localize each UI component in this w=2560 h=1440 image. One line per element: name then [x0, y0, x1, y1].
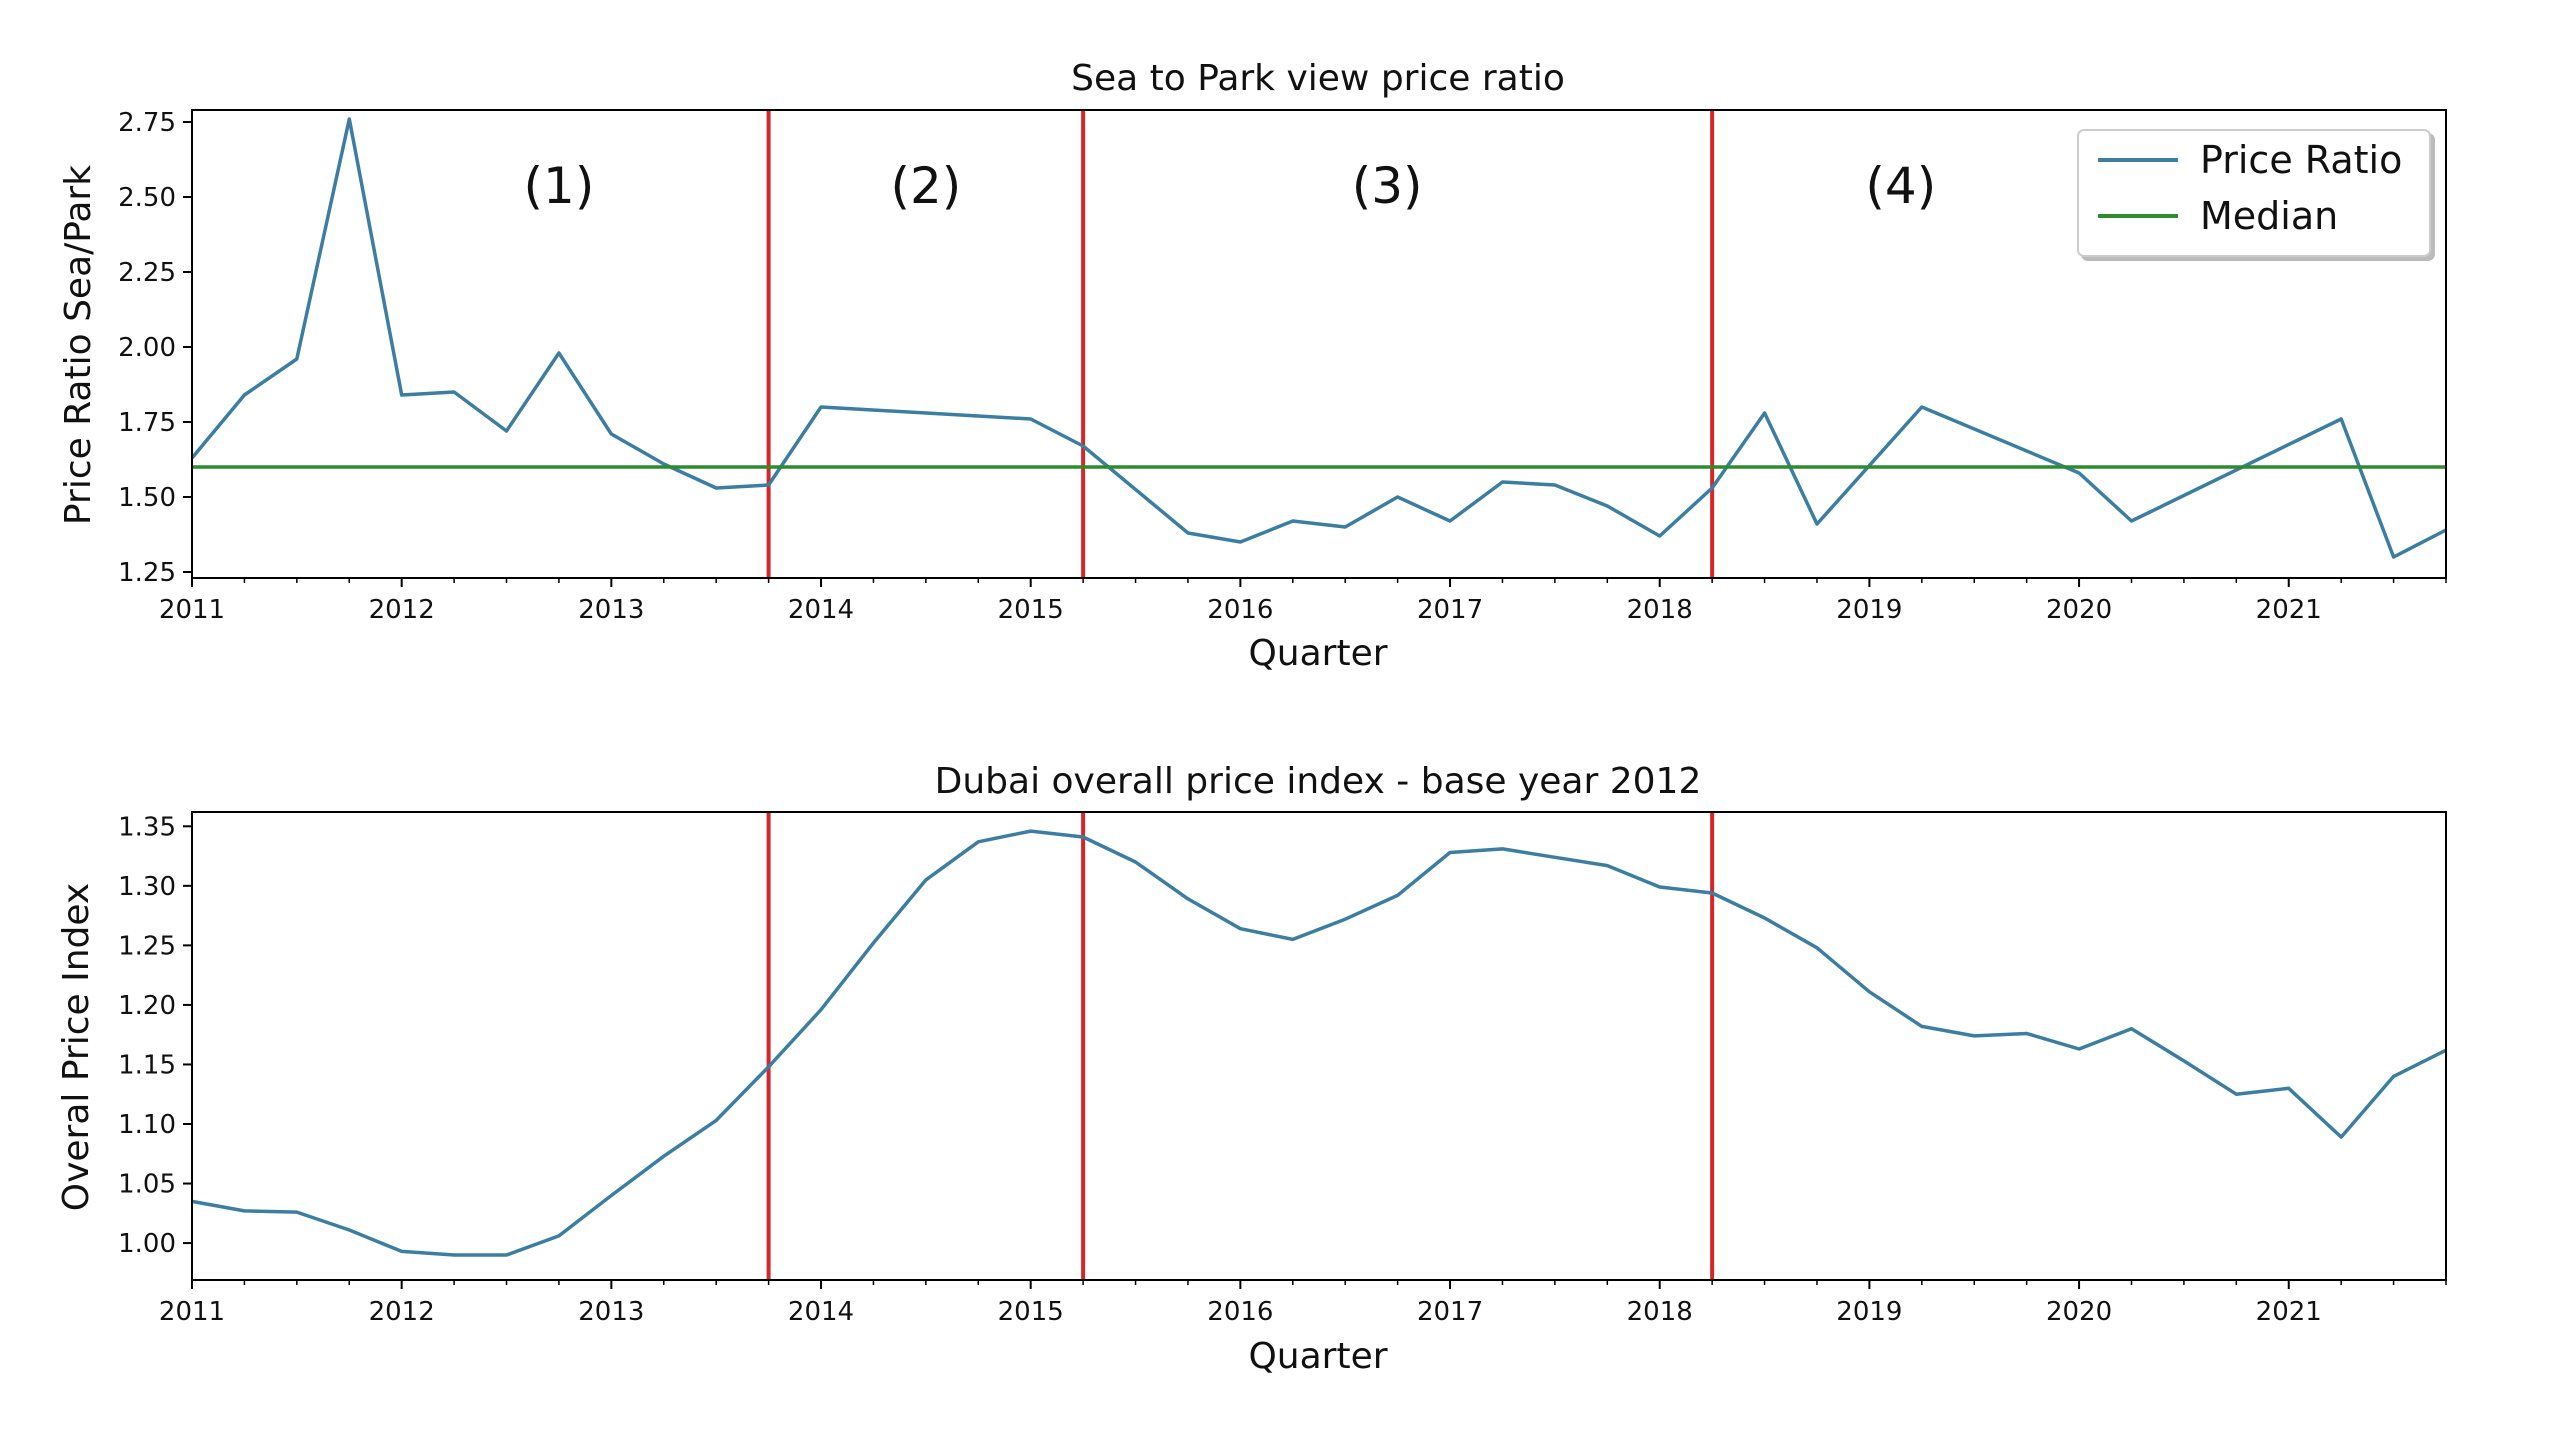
y-tick-label: 1.50 — [118, 483, 176, 513]
y-axis-label: Overal Price Index — [56, 883, 97, 1211]
legend-label-median: Median — [2200, 194, 2338, 238]
x-tick-label: 2013 — [578, 1297, 644, 1327]
period-label: (4) — [1865, 157, 1936, 215]
plot-area-frame — [191, 109, 2447, 579]
period-label: (2) — [890, 157, 961, 215]
y-tick-label: 1.20 — [118, 991, 176, 1021]
y-tick-label: 1.30 — [118, 872, 176, 902]
period-label: (3) — [1352, 157, 1423, 215]
y-tick-label: 1.00 — [118, 1229, 176, 1259]
y-tick-label: 2.25 — [118, 258, 176, 288]
series-line-overall-price-index — [191, 829, 2447, 1257]
y-tick-label: 2.75 — [118, 108, 176, 138]
x-tick-label: 2019 — [1836, 595, 1902, 625]
x-tick-label: 2012 — [369, 595, 435, 625]
y-tick-label: 1.10 — [118, 1110, 176, 1140]
y-tick-label: 2.50 — [118, 183, 176, 213]
y-tick-label: 1.15 — [118, 1050, 176, 1080]
x-tick-label: 2011 — [159, 1297, 225, 1327]
price-ratio-chart: Sea to Park view price ratio (1) (2) (3) (4… — [58, 58, 2447, 674]
x-tick-label: 2018 — [1627, 595, 1693, 625]
x-tick-label: 2017 — [1417, 595, 1483, 625]
x-tick-label: 2014 — [788, 1297, 854, 1327]
price-index-chart: Dubai overall price index - base year 20… — [56, 761, 2447, 1377]
x-tick-label: 2017 — [1417, 1297, 1483, 1327]
legend: Price Ratio Median — [2077, 129, 2431, 257]
y-tick-label: 2.00 — [118, 333, 176, 363]
x-tick-label: 2013 — [578, 595, 644, 625]
chart-title: Dubai overall price index - base year 20… — [935, 761, 1702, 802]
x-tick-label: 2020 — [2046, 1297, 2112, 1327]
chart-title: Sea to Park view price ratio — [1071, 58, 1565, 99]
y-tick-label: 1.25 — [118, 931, 176, 961]
x-tick-label: 2021 — [2256, 595, 2322, 625]
x-tick-label: 2014 — [788, 595, 854, 625]
y-tick-label: 1.25 — [118, 558, 176, 588]
x-tick-label: 2011 — [159, 595, 225, 625]
x-tick-label: 2019 — [1836, 1297, 1902, 1327]
x-tick-label: 2015 — [998, 1297, 1064, 1327]
x-tick-label: 2015 — [998, 595, 1064, 625]
y-axis-label: Price Ratio Sea/Park — [58, 165, 99, 525]
x-tick-label: 2018 — [1627, 1297, 1693, 1327]
legend-label-price-ratio: Price Ratio — [2200, 138, 2402, 182]
x-tick-label: 2016 — [1207, 595, 1273, 625]
x-tick-label: 2020 — [2046, 595, 2112, 625]
x-axis-label: Quarter — [1248, 1336, 1387, 1377]
x-tick-label: 2012 — [369, 1297, 435, 1327]
plot-area-frame — [191, 811, 2447, 1281]
x-tick-label: 2016 — [1207, 1297, 1273, 1327]
y-tick-label: 1.05 — [118, 1170, 176, 1200]
x-axis-label: Quarter — [1248, 633, 1387, 674]
y-tick-label: 1.35 — [118, 812, 176, 842]
period-label: (1) — [524, 157, 595, 215]
x-tick-label: 2021 — [2256, 1297, 2322, 1327]
y-tick-label: 1.75 — [118, 408, 176, 438]
